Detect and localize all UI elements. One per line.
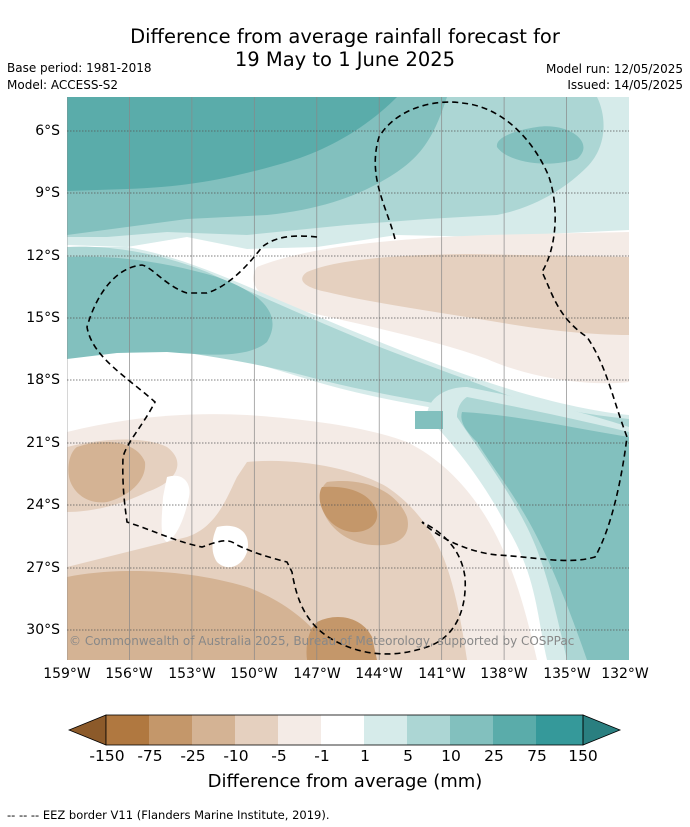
wet-zone-north-75 <box>67 97 397 191</box>
colorbar-label-11: 150 <box>568 747 598 765</box>
colorbar-bin-7 <box>364 715 407 745</box>
colorbar-bin-4 <box>235 715 278 745</box>
base-period: Base period: 1981-2018 <box>7 61 152 75</box>
lat-label-30: 30°S <box>26 622 60 638</box>
rainfall-anomaly-map <box>67 97 629 660</box>
south-dry-25 <box>306 486 378 660</box>
lat-label-9: 9°S <box>35 185 60 201</box>
colorbar-label-3: -10 <box>223 747 249 765</box>
eez-border-french-polynesia-west <box>86 235 467 655</box>
colorbar-bin-11 <box>536 715 583 745</box>
colorbar-label-6: 1 <box>360 747 370 765</box>
model-run: Model run: 12/05/2025 <box>545 62 683 76</box>
colorbar-extend-low <box>68 714 107 746</box>
latitude-gridlines <box>67 130 629 631</box>
lon-label-144: 144°W <box>355 666 403 682</box>
colorbar <box>68 714 622 746</box>
eez-footnote: -- -- -- EEZ border V11 (Flanders Marine… <box>7 808 330 822</box>
colorbar-label-7: 5 <box>403 747 413 765</box>
lat-label-27: 27°S <box>26 560 60 576</box>
colorbar-outline <box>105 714 584 746</box>
lon-label-159: 159°W <box>43 666 91 682</box>
wet-islet <box>496 126 584 164</box>
colorbar-label-2: -25 <box>180 747 206 765</box>
colorbar-title: Difference from average (mm) <box>207 771 483 792</box>
colorbar-bin-6 <box>321 715 364 745</box>
colorbar-label-1: -75 <box>137 747 163 765</box>
copyright-notice: © Commonwealth of Australia 2025, Bureau… <box>69 634 575 648</box>
lat-label-24: 24°S <box>26 497 60 513</box>
colorbar-bin-8 <box>407 715 450 745</box>
eez-border-kiribati <box>374 101 628 562</box>
dry-band-5 <box>302 254 629 335</box>
colorbar-label-10: 75 <box>527 747 547 765</box>
colorbar-label-0: -150 <box>89 747 125 765</box>
lon-label-156: 156°W <box>105 666 153 682</box>
title-line-1: Difference from average rainfall forecas… <box>130 25 560 48</box>
lon-label-147: 147°W <box>293 666 341 682</box>
wet-tongue-25 <box>67 256 273 359</box>
colorbar-bin-2 <box>149 715 192 745</box>
colorbar-label-5: -1 <box>314 747 330 765</box>
colorbar-label-8: 10 <box>441 747 461 765</box>
lon-label-153: 153°W <box>168 666 216 682</box>
lat-label-15: 15°S <box>26 310 60 326</box>
lon-label-135: 135°W <box>543 666 591 682</box>
lon-label-138: 138°W <box>480 666 528 682</box>
south-dry-patch <box>68 442 146 503</box>
colorbar-bin-1 <box>106 715 149 745</box>
lat-label-18: 18°S <box>26 372 60 388</box>
central-white-patch <box>212 525 248 568</box>
south-dry-10 <box>67 481 408 660</box>
southeast-islet-wet <box>415 411 443 429</box>
colorbar-extend-high <box>582 714 622 746</box>
west-wet-patch <box>161 475 190 542</box>
lon-label-141: 141°W <box>418 666 466 682</box>
colorbar-bin-9 <box>450 715 493 745</box>
lat-label-21: 21°S <box>26 435 60 451</box>
model-name: Model: ACCESS-S2 <box>7 78 119 92</box>
southeast-wet-25 <box>461 412 629 660</box>
colorbar-label-9: 25 <box>484 747 504 765</box>
colorbar-bin-5 <box>278 715 321 745</box>
lon-label-150: 150°W <box>230 666 278 682</box>
colorbar-label-4: -5 <box>271 747 287 765</box>
lat-label-12: 12°S <box>26 248 60 264</box>
lat-label-6: 6°S <box>35 123 60 139</box>
colorbar-bin-10 <box>493 715 536 745</box>
issued-date: Issued: 14/05/2025 <box>567 78 683 92</box>
lon-label-132: 132°W <box>601 666 649 682</box>
colorbar-bin-3 <box>192 715 235 745</box>
title-line-2: 19 May to 1 June 2025 <box>234 48 456 71</box>
